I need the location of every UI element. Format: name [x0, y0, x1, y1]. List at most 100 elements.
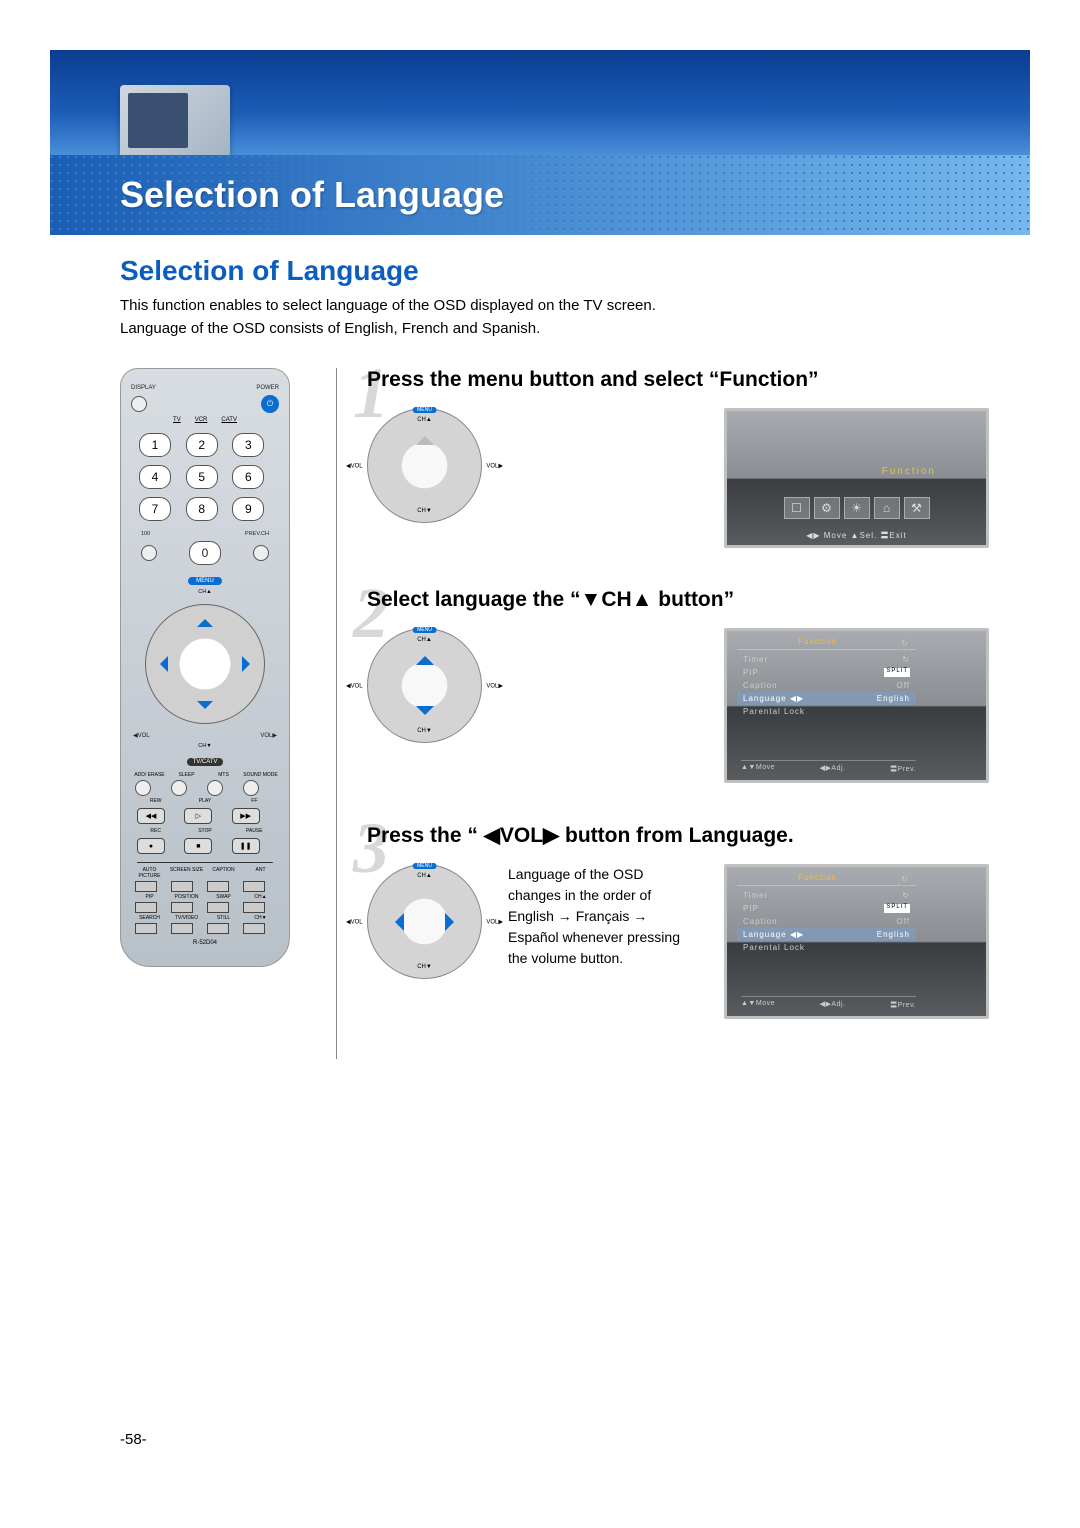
- caption-lbl: CAPTION: [205, 867, 242, 879]
- header-band: Selection of Language: [50, 155, 1030, 235]
- numpad: 1 2 3 4 5 6 7 8 9: [139, 433, 271, 521]
- tvvideo-lbl: TV/VIDEO: [168, 915, 205, 921]
- num-0: 0: [189, 541, 221, 565]
- header-gradient: [50, 50, 1030, 155]
- dpad-icon-step2: MENU ◀VOL VOL▶: [367, 628, 482, 743]
- content-area: Selection of Language This function enab…: [50, 235, 1030, 1059]
- remote-model: R-52D04: [131, 940, 279, 946]
- num-2: 2: [186, 433, 218, 457]
- prevch-label: PREV.CH: [245, 531, 269, 537]
- clock-icon: ↻: [898, 637, 912, 651]
- num-7: 7: [139, 497, 171, 521]
- num-9: 9: [232, 497, 264, 521]
- osd-icon: ⚒: [904, 497, 930, 519]
- rec-lbl: REC: [131, 828, 180, 834]
- position-lbl: POSITION: [168, 894, 205, 900]
- pause-btn: ❚❚: [232, 838, 260, 854]
- osd1-footer: ◀▶ Move ▲Sel. 〓Exit: [806, 530, 907, 541]
- step-3-title: Press the “ ◀VOL▶ button from Language.: [367, 823, 989, 848]
- num-8: 8: [186, 497, 218, 521]
- osd3-footer: ▲▼Move ◀▶Adj. 〓Prev.: [741, 996, 916, 1010]
- ant-lbl: ANT: [242, 867, 279, 879]
- tv-sel: TV: [173, 417, 181, 423]
- osd1-title: Function: [882, 466, 936, 477]
- sleep-btn: [171, 780, 187, 796]
- osd-step1: Function ☐ ⚙ ☀ ⌂ ⚒ ◀▶ Move ▲Sel. 〓Exit: [724, 408, 989, 548]
- osd-icon: ☀: [844, 497, 870, 519]
- num-5: 5: [186, 465, 218, 489]
- pause-lbl: PAUSE: [230, 828, 279, 834]
- section-subhead: Selection of Language: [120, 255, 960, 287]
- osd2-footer: ▲▼Move ◀▶Adj. 〓Prev.: [741, 760, 916, 774]
- step-1-title: Press the menu button and select “Functi…: [367, 368, 989, 392]
- display-button: [131, 396, 147, 412]
- page-number: -58-: [120, 1431, 147, 1448]
- osd-icon: ⚙: [814, 497, 840, 519]
- ff-btn: ▶▶: [232, 808, 260, 824]
- auto-pic-lbl: AUTO PICTURE: [131, 867, 168, 879]
- step-3: 3 Press the “ ◀VOL▶ button from Language…: [367, 823, 989, 1019]
- menu-pill: MENU: [188, 577, 222, 585]
- menu-pill-icon: MENU: [412, 863, 437, 869]
- step-3-body: Language of the OSD changes in the order…: [508, 864, 698, 969]
- osd2-menu: ↻ Function Timer↻ PIPSPLIT CaptionOff La…: [737, 637, 916, 718]
- vol-left-label: ◀VOL: [133, 732, 150, 739]
- osd3-menu: ↻ Function Timer↻ PIPSPLIT CaptionOff La…: [737, 873, 916, 954]
- osd-step2: ↻ Function Timer↻ PIPSPLIT CaptionOff La…: [724, 628, 989, 783]
- swap-lbl: SWAP: [205, 894, 242, 900]
- hundred-button: [141, 545, 157, 561]
- pip-lbl: PIP: [131, 894, 168, 900]
- stop-btn: ■: [184, 838, 212, 854]
- osd-icon: ⌂: [874, 497, 900, 519]
- intro-line2: Language of the OSD consists of English,…: [120, 318, 960, 341]
- stop-lbl: STOP: [180, 828, 229, 834]
- play-btn: ▷: [184, 808, 212, 824]
- sleep-lbl: SLEEP: [168, 772, 205, 778]
- still-lbl: STILL: [205, 915, 242, 921]
- screen-size-lbl: SCREEN SIZE: [168, 867, 205, 879]
- dpad-icon: [145, 604, 265, 724]
- osd3-title: Function: [737, 873, 916, 886]
- rec-btn: ●: [137, 838, 165, 854]
- page-frame: Selection of Language Selection of Langu…: [50, 50, 1030, 1478]
- num-6: 6: [232, 465, 264, 489]
- num-3: 3: [232, 433, 264, 457]
- rew-lbl: REW: [131, 798, 180, 804]
- step-2-number: 2: [353, 572, 389, 655]
- add-erase-lbl: ADD/ ERASE: [131, 772, 168, 778]
- sound-mode-btn: [243, 780, 259, 796]
- step-3-number: 3: [353, 807, 389, 890]
- intro-text: This function enables to select language…: [120, 295, 960, 340]
- search-lbl: SEARCH: [131, 915, 168, 921]
- ch-dn-label: CH▼: [131, 743, 279, 750]
- step-1-number: 1: [353, 352, 389, 435]
- dpad-icon-step1: MENU ◀VOL VOL▶: [367, 408, 482, 523]
- osd1-iconbar: ☐ ⚙ ☀ ⌂ ⚒: [784, 497, 930, 519]
- remote-column: DISPLAY POWER ⏻ TV VCR CATV 1 2: [120, 368, 290, 1059]
- add-erase-btn: [135, 780, 151, 796]
- steps-column: 1 Press the menu button and select “Func…: [336, 368, 989, 1059]
- clock-icon: ↻: [898, 873, 912, 887]
- display-label: DISPLAY: [131, 385, 156, 391]
- ff-lbl: FF: [230, 798, 279, 804]
- step-1: 1 Press the menu button and select “Func…: [367, 368, 989, 548]
- rew-btn: ◀◀: [137, 808, 165, 824]
- dpad-icon-step3: MENU ◀VOL VOL▶: [367, 864, 482, 979]
- two-column-layout: DISPLAY POWER ⏻ TV VCR CATV 1 2: [120, 368, 960, 1059]
- mts-btn: [207, 780, 223, 796]
- num-1: 1: [139, 433, 171, 457]
- osd-step3: ↻ Function Timer↻ PIPSPLIT CaptionOff La…: [724, 864, 989, 1019]
- intro-line1: This function enables to select language…: [120, 295, 960, 318]
- page-title: Selection of Language: [120, 174, 504, 216]
- chup-lbl: CH▲: [242, 894, 279, 900]
- sound-mode-lbl: SOUND MODE: [242, 772, 279, 778]
- menu-pill-icon: MENU: [412, 627, 437, 633]
- power-label: POWER: [256, 385, 279, 391]
- step-2-title: Select language the “▼CH▲ button”: [367, 588, 989, 612]
- num-4: 4: [139, 465, 171, 489]
- remote-control-illustration: DISPLAY POWER ⏻ TV VCR CATV 1 2: [120, 368, 290, 967]
- chdn-lbl: CH▼: [242, 915, 279, 921]
- vcr-sel: VCR: [195, 417, 208, 423]
- vol-right-label: VOL▶: [260, 732, 277, 739]
- prevch-button: [253, 545, 269, 561]
